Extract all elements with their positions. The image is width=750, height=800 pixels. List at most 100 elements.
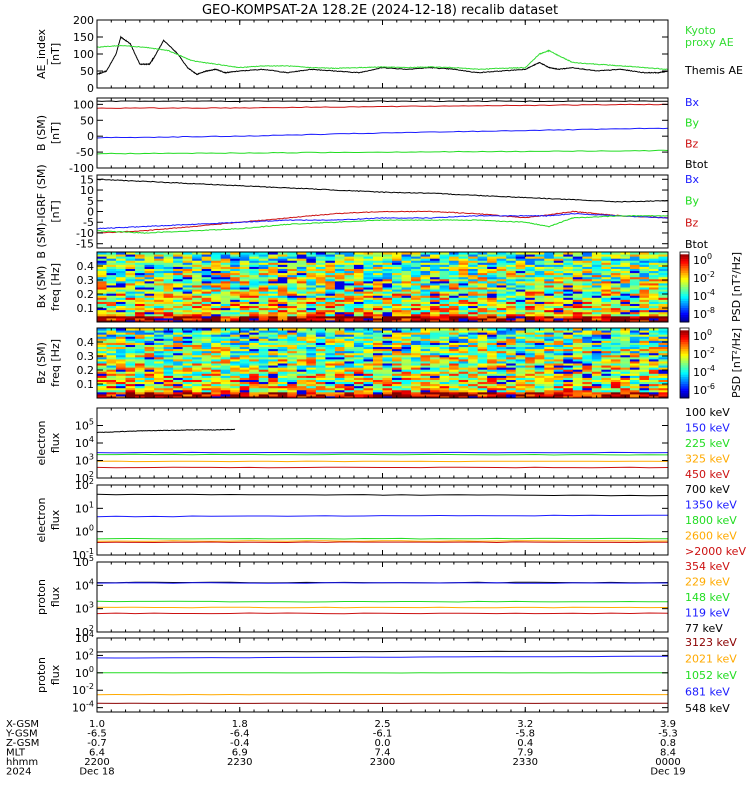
heatmap-cell: [629, 272, 640, 276]
heatmap-cell: [658, 254, 669, 257]
heatmap-cell: [116, 385, 127, 389]
heatmap-cell: [135, 264, 146, 267]
heatmap-cell: [487, 317, 498, 321]
heatmap-cell: [220, 276, 231, 280]
heatmap-cell: [287, 391, 298, 395]
heatmap-cell: [116, 280, 127, 284]
heatmap-cell: [620, 371, 631, 374]
heatmap-cell: [154, 317, 165, 321]
heatmap-cell: [582, 393, 593, 397]
heatmap-cell: [468, 282, 479, 286]
heatmap-cell: [553, 352, 564, 356]
heatmap-cell: [610, 391, 621, 395]
heatmap-cell: [135, 289, 146, 292]
heatmap-cell: [97, 297, 108, 300]
heatmap-cell: [258, 264, 269, 267]
heatmap-cell: [477, 373, 488, 376]
heatmap-cell: [220, 315, 231, 319]
heatmap-cell: [658, 297, 669, 300]
heatmap-cell: [439, 365, 450, 368]
heatmap-cell: [648, 332, 659, 335]
heatmap-cell: [525, 270, 536, 274]
heatmap-cell: [439, 284, 450, 288]
heatmap-cell: [629, 254, 640, 257]
heatmap-cell: [430, 354, 441, 358]
heatmap-cell: [629, 299, 640, 302]
heatmap-cell: [211, 387, 222, 391]
heatmap-cell: [372, 317, 383, 321]
heatmap-cell: [353, 356, 364, 360]
heatmap-cell: [382, 383, 393, 387]
heatmap-cell: [353, 352, 364, 356]
heatmap-cell: [97, 280, 108, 284]
heatmap-cell: [287, 313, 298, 317]
heatmap-cell: [506, 317, 517, 321]
heatmap-cell: [325, 315, 336, 319]
heatmap-cell: [306, 256, 317, 259]
heatmap-cell: [639, 330, 650, 333]
heatmap-cell: [372, 319, 383, 323]
heatmap-cell: [287, 278, 298, 282]
heatmap-cell: [420, 307, 431, 311]
heatmap-cell: [430, 365, 441, 368]
heatmap-cell: [468, 303, 479, 307]
legend-label: Bx: [685, 173, 700, 186]
heatmap-cell: [601, 338, 612, 341]
heatmap-cell: [563, 260, 574, 263]
heatmap-cell: [192, 346, 203, 350]
heatmap-cell: [601, 282, 612, 286]
heatmap-cell: [363, 315, 374, 319]
colorbar-tick-label: 10-2: [693, 346, 715, 361]
colorbar-swatch: [680, 280, 689, 283]
heatmap-cell: [220, 363, 231, 366]
heatmap-cell: [639, 280, 650, 284]
y-tick-label: 102: [75, 624, 94, 639]
series-line-325-kev: [96, 460, 669, 463]
heatmap-cell: [506, 354, 517, 358]
heatmap-cell: [468, 274, 479, 278]
heatmap-cell: [239, 348, 250, 352]
heatmap-cell: [648, 264, 659, 267]
heatmap-cell: [296, 274, 307, 278]
heatmap-cell: [268, 309, 279, 313]
heatmap-cell: [135, 369, 146, 372]
heatmap-cell: [220, 258, 231, 261]
heatmap-cell: [144, 352, 155, 356]
heatmap-cell: [544, 330, 555, 333]
heatmap-cell: [610, 350, 621, 354]
heatmap-cell: [306, 284, 317, 288]
heatmap-cell: [515, 319, 526, 323]
heatmap-cell: [639, 317, 650, 321]
heatmap-cell: [363, 389, 374, 393]
heatmap-cell: [658, 319, 669, 323]
heatmap-cell: [334, 301, 345, 304]
heatmap-cell: [515, 303, 526, 307]
heatmap-cell: [296, 381, 307, 385]
heatmap-cell: [97, 344, 108, 348]
heatmap-cell: [230, 254, 241, 257]
heatmap-cell: [458, 379, 469, 383]
heatmap-cell: [201, 389, 212, 393]
heatmap-cell: [449, 373, 460, 376]
heatmap-cell: [277, 293, 288, 296]
heatmap-cell: [344, 352, 355, 356]
heatmap-cell: [544, 266, 555, 269]
heatmap-cell: [525, 305, 536, 309]
heatmap-cell: [173, 348, 184, 352]
heatmap-cell: [363, 369, 374, 372]
heatmap-cell: [306, 360, 317, 364]
heatmap-cell: [458, 389, 469, 393]
heatmap-cell: [306, 270, 317, 274]
heatmap-cell: [296, 254, 307, 257]
heatmap-cell: [268, 354, 279, 358]
heatmap-cell: [382, 332, 393, 335]
heatmap-cell: [182, 293, 193, 296]
heatmap-cell: [477, 289, 488, 292]
heatmap-cell: [591, 284, 602, 288]
heatmap-cell: [582, 344, 593, 348]
heatmap-cell: [487, 297, 498, 300]
heatmap-cell: [411, 252, 422, 255]
heatmap-cell: [192, 254, 203, 257]
heatmap-cell: [553, 303, 564, 307]
heatmap-cell: [135, 363, 146, 366]
